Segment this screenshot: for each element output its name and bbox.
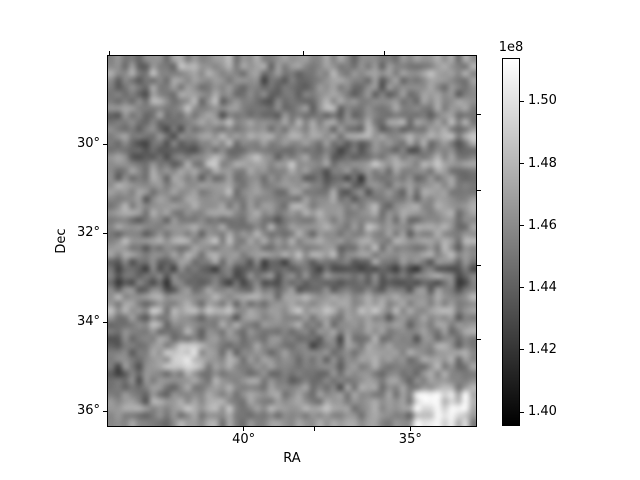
colorbar-tick-label: 1.44 xyxy=(528,279,557,295)
frame-tick-top xyxy=(383,51,385,55)
colorbar-tick xyxy=(520,287,524,289)
colorbar-offset-label: 1e8 xyxy=(498,40,524,55)
x-tick-label: 40° xyxy=(232,432,256,447)
x-axis-label: RA xyxy=(283,451,301,466)
colorbar-tick-label: 1.50 xyxy=(528,93,557,109)
colorbar-gradient xyxy=(503,59,519,425)
frame-tick-bottom xyxy=(314,427,316,431)
y-tick-label: 32° xyxy=(76,225,100,241)
y-axis-label: Dec xyxy=(54,228,69,254)
frame-tick-right xyxy=(477,114,481,116)
colorbar-tick-label: 1.46 xyxy=(528,217,557,233)
colorbar-tick xyxy=(520,225,524,227)
x-tick xyxy=(409,427,411,431)
colorbar-tick-label: 1.48 xyxy=(528,155,557,171)
y-tick xyxy=(103,321,107,323)
frame-tick-top xyxy=(109,51,111,55)
y-tick xyxy=(103,232,107,234)
colorbar-tick xyxy=(520,411,524,413)
heatmap-canvas xyxy=(108,56,476,426)
frame-tick-right xyxy=(477,339,481,341)
colorbar-tick-label: 1.40 xyxy=(528,404,557,420)
x-tick-label: 35° xyxy=(398,432,422,447)
frame-tick-right xyxy=(477,264,481,266)
y-tick xyxy=(103,410,107,412)
colorbar-tick xyxy=(520,100,524,102)
colorbar-tick xyxy=(520,163,524,165)
y-tick-label: 34° xyxy=(76,314,100,330)
colorbar xyxy=(502,58,520,426)
colorbar-tick-label: 1.42 xyxy=(528,341,557,357)
y-tick xyxy=(103,143,107,145)
heatmap-plot-area xyxy=(107,55,477,427)
colorbar-tick xyxy=(520,349,524,351)
y-tick-label: 30° xyxy=(76,136,100,152)
frame-tick-top xyxy=(303,51,305,55)
y-tick-label: 36° xyxy=(76,403,100,419)
frame-tick-right xyxy=(477,189,481,191)
x-tick xyxy=(243,427,245,431)
